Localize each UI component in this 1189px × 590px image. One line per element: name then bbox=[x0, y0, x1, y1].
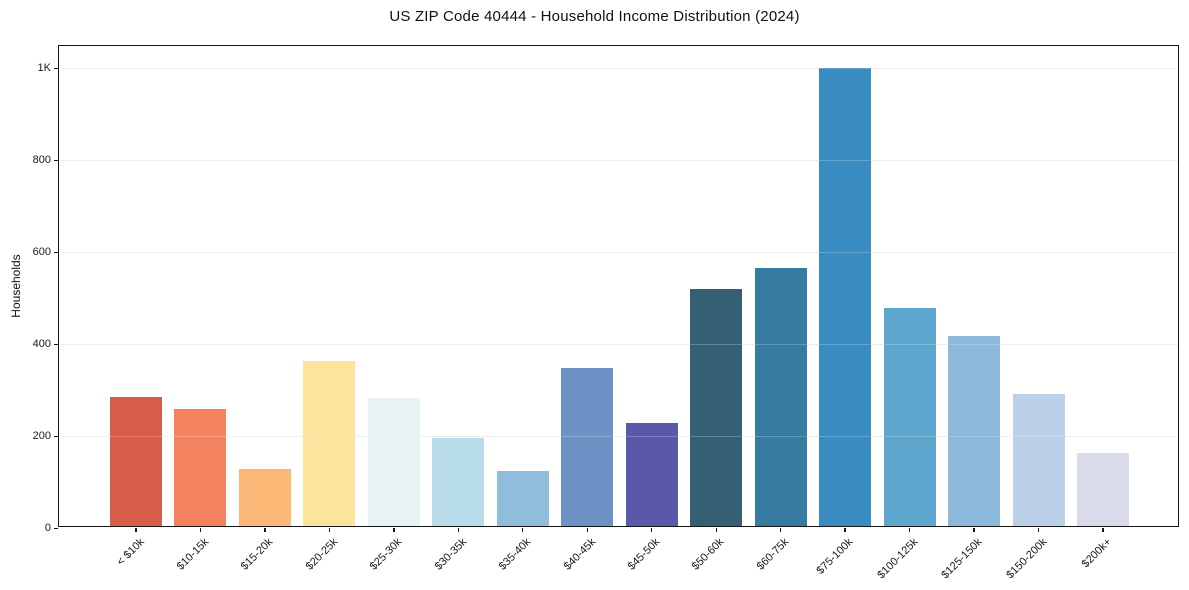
x-tick-label-text: $45-50k bbox=[625, 536, 663, 573]
x-tick-mark bbox=[264, 528, 266, 532]
bar bbox=[625, 422, 678, 526]
gridline bbox=[59, 435, 1178, 437]
y-tick-mark bbox=[54, 67, 58, 69]
bar bbox=[690, 288, 743, 526]
bar bbox=[948, 335, 1001, 526]
bar bbox=[303, 361, 356, 526]
x-tick-mark bbox=[457, 528, 459, 532]
x-tick-label-text: < $10k bbox=[114, 536, 147, 569]
x-tick-mark bbox=[844, 528, 846, 532]
x-tick-mark bbox=[651, 528, 653, 532]
y-axis-label: Households bbox=[9, 254, 23, 318]
gridline bbox=[59, 67, 1178, 69]
x-tick-label-text: $20-25k bbox=[303, 536, 340, 573]
bar bbox=[1012, 393, 1065, 526]
gridline bbox=[59, 343, 1178, 345]
bar bbox=[174, 409, 227, 526]
x-tick-label-text: $75-100k bbox=[814, 536, 856, 577]
x-tick-mark bbox=[1102, 528, 1104, 532]
bar bbox=[819, 68, 872, 526]
bar bbox=[1077, 453, 1129, 526]
gridline bbox=[59, 251, 1178, 253]
gridline bbox=[59, 159, 1178, 161]
y-tick-mark bbox=[54, 251, 58, 253]
x-tick-label-text: $25-30k bbox=[367, 536, 405, 573]
x-tick-mark bbox=[393, 528, 395, 532]
y-tick-mark bbox=[54, 159, 58, 161]
y-tick-label: 0 bbox=[44, 521, 51, 534]
x-tick-label-text: $100-125k bbox=[874, 536, 921, 582]
chart-title: US ZIP Code 40444 - Household Income Dis… bbox=[389, 8, 800, 25]
x-tick-label-text: $40-45k bbox=[561, 536, 598, 573]
x-tick-mark bbox=[780, 528, 782, 532]
bar bbox=[367, 398, 420, 526]
bar bbox=[496, 470, 549, 526]
plot-area: 0 200 400 600 800 1K < $10k $10-15k $15-20k $20-2… bbox=[33, 45, 1179, 581]
x-tick-label-text: $200k+ bbox=[1079, 536, 1114, 571]
x-tick-label-text: $35-40k bbox=[496, 536, 534, 573]
x-tick-mark bbox=[1037, 528, 1040, 532]
x-tick-mark bbox=[715, 528, 717, 532]
x-tick-mark bbox=[522, 528, 524, 532]
x-tick-label-text: $15-20k bbox=[238, 536, 276, 573]
bar bbox=[883, 308, 936, 526]
x-tick-label-text: $10-15k bbox=[174, 536, 211, 573]
gridline-overlay bbox=[59, 67, 1178, 69]
y-tick-mark bbox=[54, 343, 58, 345]
y-tick-label: 600 bbox=[32, 245, 51, 258]
x-tick-label-text: $30-35k bbox=[432, 536, 469, 573]
x-tick-mark bbox=[328, 528, 331, 532]
bar bbox=[238, 468, 291, 526]
x-tick-label-text: $60-75k bbox=[754, 536, 792, 573]
y-tick-label: 200 bbox=[32, 429, 51, 442]
gridline-overlay bbox=[59, 343, 1178, 345]
gridline-overlay bbox=[59, 251, 1178, 253]
y-tick-mark bbox=[54, 527, 58, 529]
gridline-overlay bbox=[59, 435, 1178, 437]
x-tick-mark bbox=[973, 528, 975, 532]
y-tick-mark bbox=[54, 435, 58, 437]
y-tick-label: 400 bbox=[32, 337, 51, 350]
bar bbox=[754, 268, 807, 526]
y-tick-label: 1K bbox=[37, 61, 51, 74]
x-tick-label-text: $50-60k bbox=[690, 536, 727, 573]
x-tick-mark bbox=[135, 528, 137, 532]
bar bbox=[561, 368, 614, 526]
gridline-overlay bbox=[59, 159, 1178, 161]
x-tick-mark bbox=[199, 528, 202, 532]
x-tick-mark bbox=[586, 528, 588, 532]
x-tick-label-text: $150-200k bbox=[1003, 536, 1050, 582]
x-tick-label-text: $125-150k bbox=[939, 536, 985, 582]
bar bbox=[110, 396, 162, 526]
bar bbox=[432, 438, 485, 526]
y-tick-label: 800 bbox=[32, 153, 51, 166]
x-tick-mark bbox=[908, 528, 911, 532]
